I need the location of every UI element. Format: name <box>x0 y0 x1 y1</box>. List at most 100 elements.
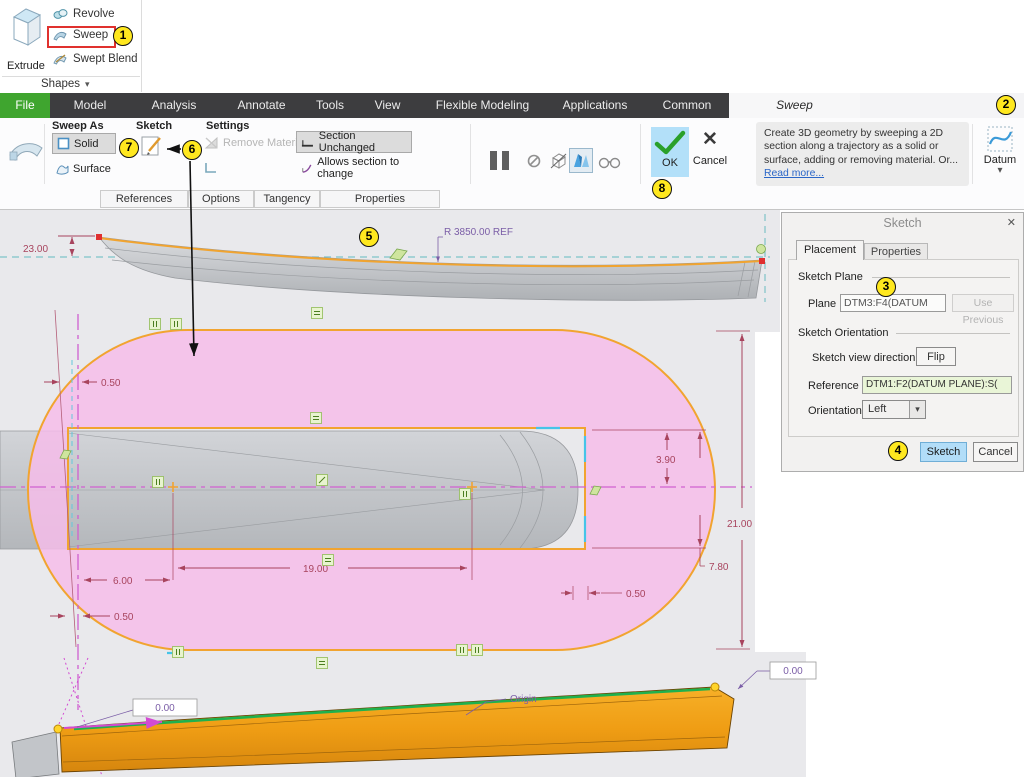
no-preview-icon <box>527 154 541 168</box>
shapes-group-button[interactable]: Shapes ▾ <box>41 78 90 90</box>
tab-annotate[interactable]: Annotate <box>237 98 286 112</box>
extrude-button[interactable]: Extrude <box>7 60 45 72</box>
shapes-dropdown-icon: ▾ <box>85 78 90 89</box>
ok-button[interactable]: OK <box>651 127 689 177</box>
sketch-plane-section-label: Sketch Plane <box>798 271 863 283</box>
tab-model[interactable]: Model <box>73 98 107 112</box>
sketch-button[interactable] <box>140 134 166 159</box>
tab-view[interactable]: View <box>374 98 401 112</box>
tab-sweep-active[interactable]: Sweep <box>729 93 860 118</box>
dim-bow-height: 23.00 <box>23 235 95 256</box>
graphics-canvas[interactable]: 23.00 R 3850.00 REF <box>0 210 1024 777</box>
sweep-menu-item[interactable]: Sweep ▾ <box>53 29 118 41</box>
trajectory-start-point[interactable] <box>53 724 63 734</box>
read-more-link[interactable]: Read more... <box>764 167 825 179</box>
separator <box>972 124 973 184</box>
dim-total-height-label: 21.00 <box>727 519 752 530</box>
orientation-dropdown-icon[interactable]: ▾ <box>909 401 925 418</box>
feature-info-box: Create 3D geometry by sweeping a 2D sect… <box>756 122 969 186</box>
group-tab-tangency[interactable]: Tangency <box>254 190 320 208</box>
sweep-icon <box>53 31 67 41</box>
dim-gap-right[interactable]: 0.50 <box>561 586 646 600</box>
tab-tools[interactable]: Tools <box>315 98 344 112</box>
cancel-button[interactable]: ✕ Cancel <box>688 127 732 177</box>
shapes-label: Shapes <box>41 78 81 90</box>
dialog-cancel-button[interactable]: Cancel <box>973 442 1018 462</box>
reference-input[interactable]: DTM1:F2(DATUM PLANE):S( <box>862 376 1012 394</box>
dim-bow-height-label: 23.00 <box>23 244 48 255</box>
dim-gap-right-label: 0.50 <box>626 589 646 600</box>
remove-material-button[interactable]: Remove Material <box>200 136 310 150</box>
sweep-preview-solid[interactable] <box>59 686 735 773</box>
swept-blend-menu-item[interactable]: Swept Blend <box>53 52 138 65</box>
sketch-outer-loop[interactable] <box>27 329 716 651</box>
trajectory-end-point[interactable] <box>710 682 720 692</box>
surface-icon <box>56 165 69 175</box>
callout-1: 1 <box>113 26 133 46</box>
trajectory-green-line[interactable] <box>73 687 711 731</box>
trajectory-end-handle[interactable] <box>759 258 765 264</box>
dim-width-main[interactable]: 19.00 <box>172 493 473 580</box>
constraint-tangent-icon <box>316 474 328 486</box>
pause-button[interactable] <box>489 150 512 171</box>
trim-quadrant-icon[interactable] <box>204 161 218 174</box>
ribbon-tab-bar: File Model Analysis Annotate Tools View … <box>0 93 1024 118</box>
glasses-button[interactable] <box>598 155 622 169</box>
tab-common[interactable]: Common <box>662 98 712 112</box>
dim-inner-height[interactable]: 7.80 <box>592 432 729 573</box>
sketch-inner-loop[interactable] <box>67 427 586 550</box>
constraint-equal-icon <box>311 307 323 319</box>
datum-icon <box>987 126 1013 152</box>
trajectory-start-handle[interactable] <box>96 234 102 240</box>
swept-blend-label: Swept Blend <box>73 52 138 65</box>
datum-label: Datum <box>983 154 1017 166</box>
dim-total-height[interactable]: 21.00 <box>716 330 752 650</box>
surface-button[interactable]: Surface <box>52 159 126 179</box>
dialog-tab-placement[interactable]: Placement <box>796 240 864 260</box>
group-tab-references[interactable]: References <box>100 190 188 208</box>
revolve-menu-item[interactable]: Revolve <box>53 7 115 21</box>
dim-gap-bottom-left[interactable]: 0.50 <box>50 612 134 623</box>
dialog-close-icon[interactable]: ✕ <box>1006 217 1016 229</box>
dim-radius-ref: R 3850.00 REF <box>436 227 513 262</box>
section-unchanged-label: Section Unchanged <box>318 130 376 154</box>
no-preview-button[interactable] <box>527 154 541 168</box>
group-tab-properties[interactable]: Properties <box>320 190 440 208</box>
use-previous-button[interactable]: Use Previous <box>952 294 1014 326</box>
sketch-section-fill[interactable] <box>28 330 715 650</box>
constraint-equal-icon <box>316 657 328 669</box>
group-tab-options[interactable]: Options <box>188 190 254 208</box>
allows-section-change-button[interactable]: Allows section to change <box>298 156 418 180</box>
dialog-title: Sketch <box>883 216 922 230</box>
dim-half-height[interactable]: 3.90 <box>592 429 706 484</box>
dim-gap-top-left[interactable]: 0.50 <box>44 378 121 389</box>
separator <box>640 124 641 184</box>
orientation-select[interactable]: Left ▾ <box>862 400 926 419</box>
section-unchanged-button[interactable]: Section Unchanged <box>296 130 412 154</box>
dim-width-left[interactable]: 6.00 <box>84 576 170 587</box>
constraint-parallel-icon <box>471 644 483 656</box>
sketch-vertex-markers[interactable] <box>168 482 477 492</box>
sweep-dashboard: Sweep As Solid Surface Sketch Settings <box>0 118 1024 210</box>
wireframe-preview-button[interactable] <box>549 152 568 170</box>
extrude-icon <box>8 5 44 49</box>
shaded-preview-button[interactable] <box>569 148 593 173</box>
tab-flexible-modeling[interactable]: Flexible Modeling <box>435 98 530 112</box>
side-view: 23.00 R 3850.00 REF <box>0 214 770 302</box>
settings-group-label: Settings <box>206 120 250 132</box>
selected-edge-ticks <box>167 426 587 655</box>
tab-applications[interactable]: Applications <box>562 98 628 112</box>
solid-button[interactable]: Solid <box>52 133 116 154</box>
section-change-icon <box>302 164 312 173</box>
datum-overflow-icon: ▾ <box>997 165 1003 176</box>
tab-analysis[interactable]: Analysis <box>151 98 197 112</box>
datum-button[interactable]: Datum ▾ <box>978 124 1022 188</box>
revolve-label: Revolve <box>73 8 115 20</box>
plane-input[interactable]: DTM3:F4(DATUM <box>840 294 946 312</box>
dialog-tab-properties[interactable]: Properties <box>864 243 928 260</box>
plane-label: Plane <box>808 298 837 310</box>
dialog-sketch-button[interactable]: Sketch <box>920 442 967 462</box>
flip-button[interactable]: Flip <box>916 347 956 366</box>
tab-file[interactable]: File <box>0 93 50 118</box>
construction-lines <box>35 657 103 777</box>
